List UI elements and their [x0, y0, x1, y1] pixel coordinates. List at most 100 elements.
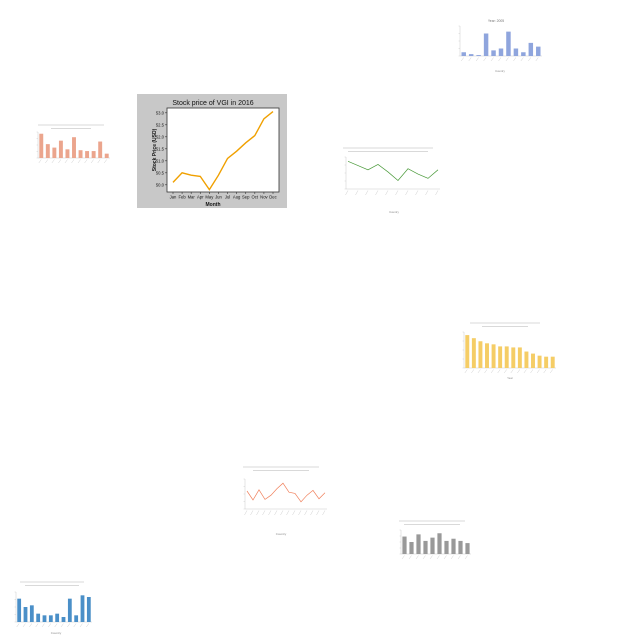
bar: [476, 55, 481, 56]
x-tick-label-stub: [97, 159, 101, 164]
inset-x-label: Year: [507, 376, 513, 380]
x-tick-label-stub: [345, 190, 349, 196]
x-tick-label-stub: [375, 190, 379, 196]
x-tick-label-stub: [528, 57, 531, 62]
bar: [458, 540, 463, 554]
inset-chart-red-line: Country: [225, 463, 333, 543]
bar: [498, 48, 504, 56]
x-tick-label-stub: [505, 57, 509, 62]
y-tick-label: 51.0: [156, 158, 165, 163]
inset-chart-year-2005: Year: 2005 Country: [446, 16, 546, 74]
bar: [36, 613, 41, 622]
bar: [104, 153, 109, 158]
x-tick-label: Jul: [225, 195, 230, 200]
x-tick-label-stub: [35, 623, 39, 628]
x-tick-label-stub: [45, 159, 48, 164]
x-tick-label: Dec: [269, 195, 276, 200]
bar: [550, 356, 555, 368]
x-tick-label-stub: [73, 623, 77, 628]
x-tick-label-stub: [316, 510, 320, 516]
bar: [465, 335, 470, 368]
bar: [78, 150, 83, 158]
x-tick-label: Aug: [233, 195, 241, 200]
x-tick-label-stub: [464, 555, 468, 560]
series-line: [246, 482, 326, 503]
bar: [517, 347, 522, 368]
bar: [544, 356, 549, 368]
inset-chart-svg: [36, 124, 110, 164]
x-tick-label-stub: [530, 369, 534, 374]
x-tick-label-stub: [484, 369, 488, 374]
inset-title: Year: 2005: [488, 19, 504, 23]
x-tick-label-stub: [250, 510, 254, 516]
x-tick-label-stub: [498, 57, 502, 62]
x-tick-label-stub: [408, 555, 412, 560]
x-tick-label-stub: [401, 555, 405, 560]
x-tick-label-stub: [415, 190, 419, 196]
bar: [48, 615, 53, 622]
x-tick-label: Sep: [242, 195, 250, 200]
x-tick-label-stub: [286, 510, 290, 516]
x-tick-label-stub: [550, 369, 553, 374]
y-tick-label: 50.0: [156, 182, 165, 187]
bar: [521, 52, 526, 56]
x-tick-label-stub: [355, 190, 359, 196]
x-tick-label-stub: [280, 510, 284, 516]
bar: [409, 542, 414, 554]
bar: [67, 598, 72, 622]
inset-chart-orange-bars: [28, 122, 114, 174]
x-tick-label-stub: [54, 623, 58, 628]
bar: [528, 42, 534, 56]
x-tick-label-stub: [84, 159, 88, 164]
x-tick-label-stub: [310, 510, 314, 516]
bar: [471, 338, 476, 368]
x-tick-label-stub: [256, 510, 260, 516]
bar: [61, 617, 66, 622]
x-tick-label-stub: [468, 57, 472, 62]
x-tick-label-stub: [461, 57, 464, 62]
inset-chart-svg: [399, 520, 471, 560]
x-tick-label-stub: [90, 159, 94, 164]
y-tick-label: 53.0: [156, 110, 165, 115]
bar: [465, 543, 470, 554]
bar: [17, 598, 22, 622]
bar: [72, 137, 76, 158]
inset-chart-gray-bars: [387, 518, 477, 570]
bar: [423, 540, 428, 554]
stock-price-series-line: [172, 111, 274, 191]
x-tick-label: Apr: [197, 195, 204, 200]
series-line: [347, 160, 439, 181]
bar: [58, 140, 63, 158]
x-tick-label: Feb: [178, 195, 186, 200]
chart-title: Stock price of VGI in 2016: [172, 100, 253, 107]
x-tick-label-stub: [48, 623, 51, 628]
x-tick-label-stub: [483, 57, 487, 62]
x-tick-label-stub: [471, 369, 474, 374]
bar: [491, 50, 496, 56]
x-tick-label-stub: [29, 623, 32, 628]
x-tick-label-stub: [274, 510, 278, 516]
stock-price-chart: Stock price of VGI in 2016 Month Stock P…: [137, 94, 287, 208]
x-tick-label: Nov: [260, 195, 268, 200]
x-tick-label-stub: [490, 369, 494, 374]
bar: [491, 344, 496, 368]
bar: [536, 46, 541, 56]
inset-chart-blue-bars: Country: [4, 578, 96, 636]
x-tick-label-stub: [22, 623, 26, 628]
x-tick-label-stub: [86, 623, 89, 628]
x-tick-label-stub: [38, 159, 42, 164]
inset-x-label: Country: [276, 532, 287, 536]
x-tick-label-stub: [405, 190, 409, 196]
bar: [461, 52, 466, 56]
x-tick-label-stub: [443, 555, 447, 560]
x-tick-label-stub: [535, 57, 539, 62]
bar: [74, 615, 79, 622]
bar: [430, 537, 435, 554]
inset-x-label: Country: [51, 631, 62, 635]
x-tick-label-stub: [450, 555, 454, 560]
x-tick-label-stub: [67, 623, 70, 628]
bar: [511, 347, 516, 368]
inset-chart-svg: Country: [343, 147, 440, 214]
inset-chart-yellow-bars: Year: [450, 320, 560, 382]
bar: [537, 355, 542, 368]
